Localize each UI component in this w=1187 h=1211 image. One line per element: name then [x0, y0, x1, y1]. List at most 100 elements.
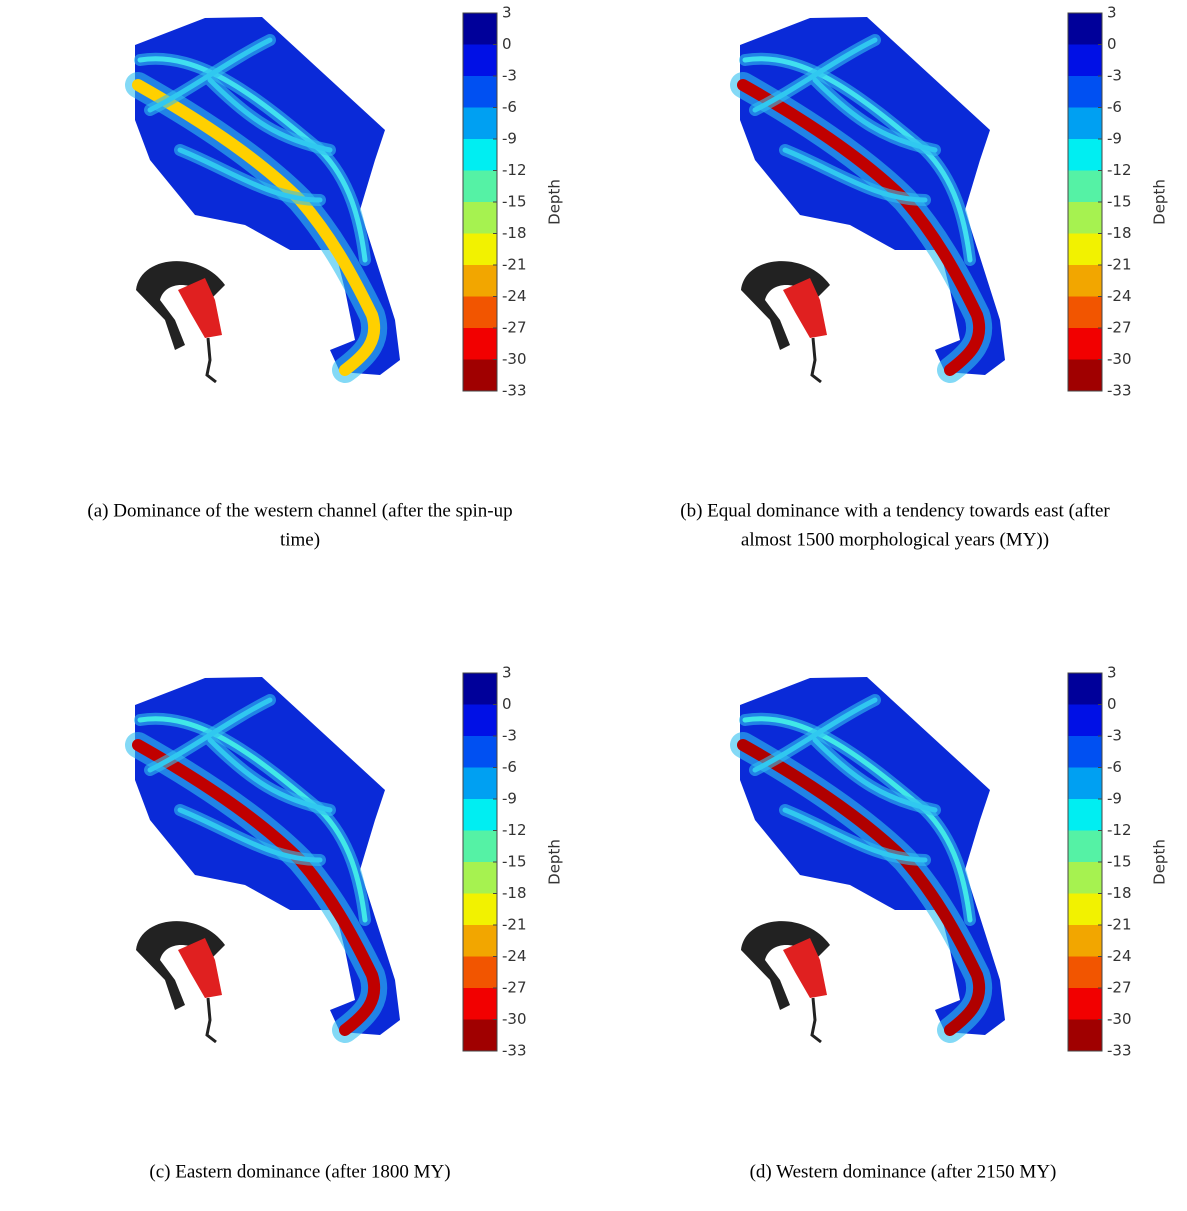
channel — [147, 37, 333, 203]
colorbar-segment — [463, 107, 497, 139]
caption: (c) Eastern dominance (after 1800 MY) — [149, 1161, 450, 1182]
colorbar-segment — [463, 76, 497, 108]
tick-label: -21 — [502, 916, 527, 934]
colorbar-segment — [463, 767, 497, 799]
tick-label: -21 — [1107, 916, 1132, 934]
tick-label: -30 — [502, 350, 527, 368]
inset-highlight — [178, 278, 222, 338]
tick-label: -18 — [1107, 884, 1132, 902]
colorbar-segment — [1068, 139, 1102, 171]
tick-label: -6 — [1107, 758, 1122, 776]
tick-label: -15 — [502, 853, 527, 871]
colorbar-segment — [463, 233, 497, 265]
tick-label: -30 — [1107, 350, 1132, 368]
tick-label: -15 — [1107, 853, 1132, 871]
tick-label: -3 — [1107, 727, 1122, 745]
tick-label: 0 — [502, 35, 512, 53]
tick-label: -3 — [502, 67, 517, 85]
inset-river — [205, 997, 217, 1044]
colorbar-segment — [1068, 704, 1102, 736]
colorbar-segment — [463, 956, 497, 988]
channel — [132, 739, 381, 1036]
colorbar-segment — [1068, 202, 1102, 234]
tick-label: -12 — [502, 821, 527, 839]
tick-label: -33 — [502, 1042, 527, 1060]
colorbar-segment — [463, 799, 497, 831]
panel: 3 0 -3 -6 -9 -12 -15 -18 -21 -24 -27 -30 -33 Depth — [730, 4, 1169, 400]
colorbar-segment — [1068, 988, 1102, 1020]
colorbar-segment — [463, 925, 497, 957]
colorbar-segment — [1068, 1019, 1102, 1051]
panel: 3 0 -3 -6 -9 -12 -15 -18 -21 -24 -27 -30 -33 Depth — [125, 4, 564, 400]
channel — [752, 37, 938, 203]
colorbar-segment — [463, 988, 497, 1020]
tick-label: -12 — [1107, 161, 1132, 179]
tick-label: -21 — [502, 256, 527, 274]
tick-label: -24 — [1107, 947, 1132, 965]
colorbar-segment — [1068, 233, 1102, 265]
tick-label: -15 — [502, 193, 527, 211]
tick-label: -18 — [502, 224, 527, 242]
tick-label: 3 — [502, 4, 512, 22]
colorbar-segment — [1068, 359, 1102, 391]
colorbar-segment — [1068, 107, 1102, 139]
colorbar-segment — [463, 139, 497, 171]
caption: (a) Dominance of the western channel (af… — [87, 500, 512, 521]
tick-label: -3 — [502, 727, 517, 745]
inset-highlight — [783, 278, 827, 338]
tick-label: -6 — [1107, 98, 1122, 116]
tick-label: -33 — [1107, 382, 1132, 400]
tick-label: -15 — [1107, 193, 1132, 211]
caption: time) — [280, 529, 320, 550]
colorbar-segment — [1068, 44, 1102, 76]
tick-label: -33 — [1107, 1042, 1132, 1060]
colorbar-segment — [463, 893, 497, 925]
colorbar-segment — [463, 296, 497, 328]
tick-label: 3 — [502, 664, 512, 682]
tick-label: 0 — [1107, 35, 1117, 53]
colorbar-segment — [1068, 767, 1102, 799]
channel — [737, 739, 986, 1036]
colorbar-segment — [1068, 736, 1102, 768]
tick-label: -21 — [1107, 256, 1132, 274]
colorbar-segment — [1068, 799, 1102, 831]
tick-label: -9 — [1107, 790, 1122, 808]
tick-label: -6 — [502, 98, 517, 116]
caption: (d) Western dominance (after 2150 MY) — [750, 1161, 1057, 1182]
colorbar-segment — [1068, 925, 1102, 957]
caption: almost 1500 morphological years (MY)) — [741, 529, 1049, 550]
tick-label: 3 — [1107, 664, 1117, 682]
tick-label: -3 — [1107, 67, 1122, 85]
colorbar-segment — [463, 359, 497, 391]
inset-highlight — [783, 938, 827, 998]
colorbar-segment — [463, 44, 497, 76]
channel — [737, 79, 986, 376]
colorbar-segment — [463, 1019, 497, 1051]
colorbar-segment — [463, 673, 497, 705]
colorbar-segment — [1068, 830, 1102, 862]
channel — [132, 79, 381, 376]
colorbar-segment — [463, 862, 497, 894]
inset-highlight — [178, 938, 222, 998]
tick-label: -12 — [1107, 821, 1132, 839]
colorbar-segment — [463, 13, 497, 45]
tick-label: -18 — [1107, 224, 1132, 242]
colorbar-segment — [1068, 893, 1102, 925]
colorbar-segment — [463, 202, 497, 234]
tick-label: 0 — [502, 695, 512, 713]
tick-label: -30 — [1107, 1010, 1132, 1028]
tick-label: -9 — [502, 790, 517, 808]
colorbar-segment — [1068, 296, 1102, 328]
colorbar-label: Depth — [546, 179, 564, 225]
tick-label: -12 — [502, 161, 527, 179]
colorbar-segment — [1068, 170, 1102, 202]
tick-label: 0 — [1107, 695, 1117, 713]
colorbar-segment — [1068, 76, 1102, 108]
colorbar-segment — [463, 830, 497, 862]
tick-label: -6 — [502, 758, 517, 776]
colorbar-segment — [463, 328, 497, 360]
colorbar-label: Depth — [546, 839, 564, 885]
colorbar-segment — [1068, 328, 1102, 360]
colorbar-label: Depth — [1151, 179, 1169, 225]
